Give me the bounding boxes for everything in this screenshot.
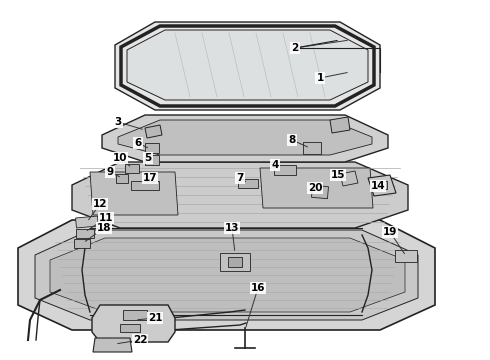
Polygon shape — [145, 155, 159, 165]
Text: 5: 5 — [145, 153, 151, 163]
Polygon shape — [93, 338, 132, 352]
Polygon shape — [72, 162, 408, 228]
Polygon shape — [102, 115, 388, 162]
Polygon shape — [395, 250, 417, 262]
Polygon shape — [220, 253, 250, 271]
Text: 8: 8 — [289, 135, 295, 145]
Polygon shape — [118, 120, 372, 155]
Polygon shape — [260, 168, 373, 208]
Polygon shape — [74, 239, 90, 248]
Text: 12: 12 — [93, 199, 107, 209]
Polygon shape — [312, 185, 328, 199]
Text: 13: 13 — [225, 223, 239, 233]
Polygon shape — [116, 174, 128, 183]
Text: 10: 10 — [113, 153, 127, 163]
Text: 19: 19 — [383, 227, 397, 237]
Polygon shape — [145, 143, 159, 153]
Polygon shape — [145, 125, 162, 138]
Text: 11: 11 — [99, 213, 113, 223]
Polygon shape — [131, 180, 159, 189]
Text: 22: 22 — [133, 335, 147, 345]
Polygon shape — [377, 181, 387, 189]
Polygon shape — [90, 172, 178, 215]
Text: 6: 6 — [134, 138, 142, 148]
Text: 20: 20 — [308, 183, 322, 193]
Text: 2: 2 — [292, 43, 298, 53]
Text: 14: 14 — [371, 181, 385, 191]
Polygon shape — [127, 30, 368, 100]
Polygon shape — [35, 230, 418, 320]
Polygon shape — [368, 175, 396, 196]
Polygon shape — [125, 163, 139, 172]
Polygon shape — [330, 117, 350, 133]
Polygon shape — [228, 257, 242, 267]
Polygon shape — [50, 238, 405, 312]
Polygon shape — [274, 165, 296, 175]
Text: 18: 18 — [97, 223, 111, 233]
Text: 7: 7 — [236, 173, 244, 183]
Polygon shape — [120, 324, 140, 332]
Polygon shape — [303, 142, 321, 154]
Text: 21: 21 — [148, 313, 162, 323]
Text: 17: 17 — [143, 173, 157, 183]
Polygon shape — [92, 305, 175, 342]
Polygon shape — [123, 310, 147, 320]
Text: 3: 3 — [114, 117, 122, 127]
Polygon shape — [76, 229, 94, 238]
Text: 1: 1 — [317, 73, 323, 83]
Polygon shape — [18, 220, 435, 330]
Text: 16: 16 — [251, 283, 265, 293]
Polygon shape — [238, 179, 258, 188]
Polygon shape — [340, 171, 358, 186]
Polygon shape — [75, 216, 98, 228]
Polygon shape — [115, 22, 380, 110]
Text: 4: 4 — [271, 160, 279, 170]
Text: 9: 9 — [106, 167, 114, 177]
Text: 15: 15 — [331, 170, 345, 180]
